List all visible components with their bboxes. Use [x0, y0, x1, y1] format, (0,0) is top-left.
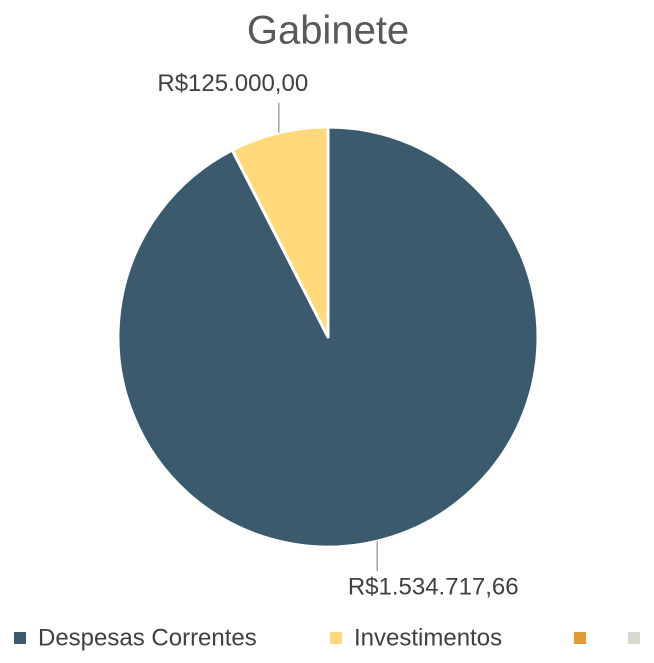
pie-slice: [230, 125, 330, 339]
legend-swatch: [330, 632, 342, 644]
legend-label: Investimentos: [354, 624, 502, 651]
data-label: R$125.000,00: [157, 70, 308, 97]
legend-swatch: [574, 632, 586, 644]
data-label: R$1.534.717,66: [348, 573, 519, 600]
legend-swatch: [14, 632, 26, 644]
chart-title: Gabinete: [247, 9, 409, 53]
legend-swatch: [628, 632, 640, 644]
legend-label: Despesas Correntes: [38, 624, 257, 651]
